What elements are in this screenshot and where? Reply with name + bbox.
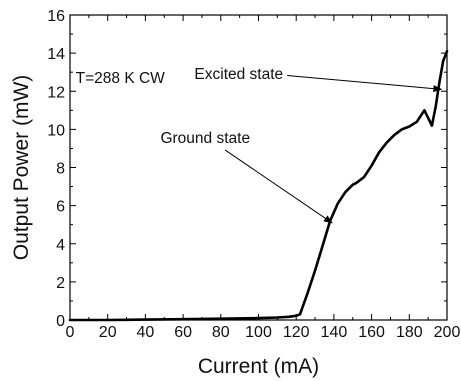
y-tick-label: 12 bbox=[47, 84, 65, 101]
series-line bbox=[68, 49, 449, 322]
y-tick-label: 16 bbox=[47, 8, 65, 25]
x-axis-title: Current (mA) bbox=[198, 355, 319, 378]
annotations: T=288 K CW Excited state Ground state bbox=[76, 66, 443, 224]
annotation-label: Ground state bbox=[160, 130, 250, 147]
axis-ticks bbox=[69, 14, 448, 321]
x-tick-label: 20 bbox=[99, 324, 117, 341]
y-tick-label: 6 bbox=[56, 199, 65, 216]
annotation-label: T=288 K CW bbox=[76, 70, 166, 87]
y-tick-label: 0 bbox=[56, 313, 65, 330]
y-tick-label: 4 bbox=[56, 237, 65, 254]
x-tick-label: 140 bbox=[321, 324, 348, 341]
axis-labels: 0 20 40 60 80 100 120 140 160 180 200 0 2 4 6 8 10 12 14 16 bbox=[47, 8, 460, 341]
x-tick-label: 60 bbox=[174, 324, 192, 341]
plot-frame bbox=[69, 14, 448, 321]
y-tick-label: 8 bbox=[56, 161, 65, 178]
x-tick-label: 40 bbox=[137, 324, 155, 341]
annotation-arrow bbox=[224, 149, 333, 224]
x-tick-label: 120 bbox=[283, 324, 310, 341]
y-tick-label: 14 bbox=[47, 46, 65, 63]
x-tick-label: 160 bbox=[358, 324, 385, 341]
annotation-arrow bbox=[287, 74, 443, 93]
annotation-label: Excited state bbox=[194, 66, 283, 83]
x-tick-label: 200 bbox=[434, 324, 461, 341]
data-series bbox=[68, 49, 449, 322]
x-tick-label: 0 bbox=[66, 324, 75, 341]
x-tick-label: 100 bbox=[245, 324, 272, 341]
y-tick-label: 10 bbox=[47, 122, 65, 139]
x-tick-label: 180 bbox=[396, 324, 423, 341]
x-tick-label: 80 bbox=[212, 324, 230, 341]
y-axis-title: Output Power (mW) bbox=[10, 75, 33, 261]
y-tick-label: 2 bbox=[56, 275, 65, 292]
